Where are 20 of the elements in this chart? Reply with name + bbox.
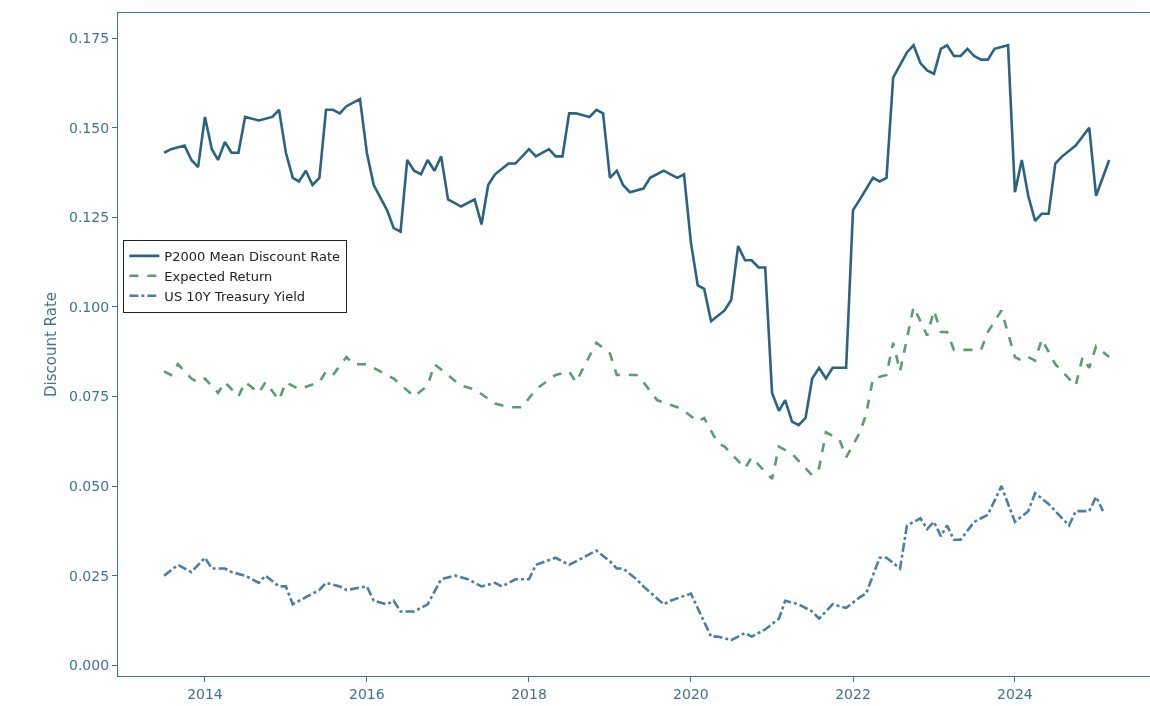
y-tick-label: 0.025 bbox=[69, 567, 110, 584]
line-series bbox=[162, 43, 1111, 427]
legend-label: US 10Y Treasury Yield bbox=[164, 288, 306, 304]
x-tick-label: 2018 bbox=[511, 685, 547, 702]
y-tick-label: 0.100 bbox=[69, 298, 110, 315]
y-tick-label: 0.125 bbox=[69, 209, 110, 226]
y-tick-label: 0.000 bbox=[69, 657, 110, 674]
y-tick-label: 0.150 bbox=[69, 119, 110, 136]
x-tick-label: 2014 bbox=[187, 685, 223, 702]
y-tick-label: 0.075 bbox=[69, 388, 110, 405]
y-tick-label: 0.050 bbox=[69, 477, 110, 494]
x-tick-label: 2022 bbox=[835, 685, 871, 702]
legend-label: P2000 Mean Discount Rate bbox=[164, 248, 340, 264]
y-tick-label: 0.175 bbox=[69, 29, 110, 46]
y-axis-title: Discount Rate bbox=[42, 291, 61, 398]
x-tick-label: 2020 bbox=[673, 685, 709, 702]
line-series bbox=[162, 484, 1105, 642]
legend-label: Expected Return bbox=[164, 268, 273, 284]
x-tick-label: 2016 bbox=[349, 685, 385, 702]
x-tick-label: 2024 bbox=[997, 685, 1033, 702]
